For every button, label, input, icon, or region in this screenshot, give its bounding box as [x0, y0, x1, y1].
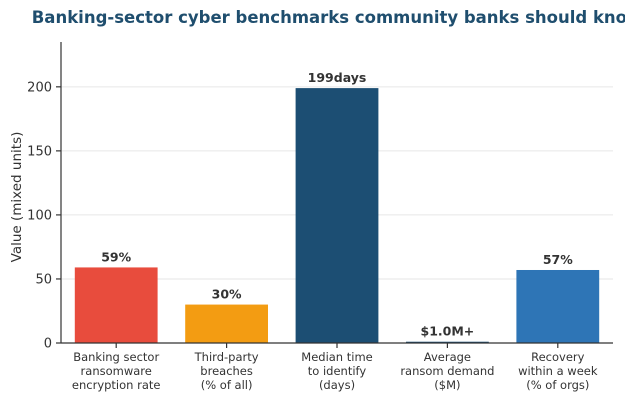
bar-data-label: 57%: [543, 252, 573, 267]
x-ticks-layer: Banking sector ransomware encryption rate T…: [72, 343, 598, 392]
x-tick-label: Third-party breaches (% of all): [194, 350, 259, 392]
x-tick-label-line: Average: [424, 350, 471, 364]
x-tick-label-line: encryption rate: [72, 378, 161, 392]
x-tick-label-line: Banking sector: [73, 350, 159, 364]
y-ticks-layer: 0 50 100 150 200: [27, 80, 61, 352]
bar-data-label: $1.0M+: [421, 324, 475, 339]
x-tick-label: Average ransom demand ($M): [400, 350, 494, 392]
y-tick-label: 200: [27, 80, 52, 95]
x-tick-label: Median time to identify (days): [301, 350, 372, 392]
y-tick-label: 50: [35, 272, 52, 287]
bar-data-label: 199days: [308, 70, 367, 85]
y-axis-label: Value (mixed units): [9, 132, 25, 263]
bar-data-label: 59%: [101, 249, 131, 264]
x-tick-label: Banking sector ransomware encryption rate: [72, 350, 161, 392]
y-tick-label: 150: [27, 144, 52, 159]
y-tick-label: 100: [27, 208, 52, 223]
bar: [295, 88, 379, 343]
bar-data-label: 30%: [212, 287, 242, 302]
y-tick-label: 0: [44, 337, 52, 352]
x-tick-label-line: breaches: [200, 364, 253, 378]
x-tick-label-line: Median time: [301, 350, 372, 364]
bars-layer: [74, 88, 600, 343]
x-tick-label-line: (days): [319, 378, 355, 392]
data-labels-layer: 59% 30% 199days $1.0M+ 57%: [101, 70, 573, 339]
x-tick-label-line: to identify: [308, 364, 367, 378]
x-tick-label: Recovery within a week (% of orgs): [518, 350, 598, 392]
chart-title: Banking-sector cyber benchmarks communit…: [32, 8, 625, 27]
bar: [406, 341, 489, 343]
x-tick-label-line: Third-party: [194, 350, 259, 364]
bar: [185, 304, 268, 343]
bar: [74, 267, 158, 343]
x-tick-label-line: within a week: [518, 364, 598, 378]
bar: [516, 269, 600, 343]
x-tick-label-line: (% of orgs): [526, 378, 589, 392]
x-tick-label-line: ($M): [434, 378, 460, 392]
x-tick-label-line: (% of all): [201, 378, 253, 392]
x-tick-label-line: ransom demand: [400, 364, 494, 378]
x-tick-label-line: Recovery: [531, 350, 585, 364]
x-tick-label-line: ransomware: [81, 364, 152, 378]
